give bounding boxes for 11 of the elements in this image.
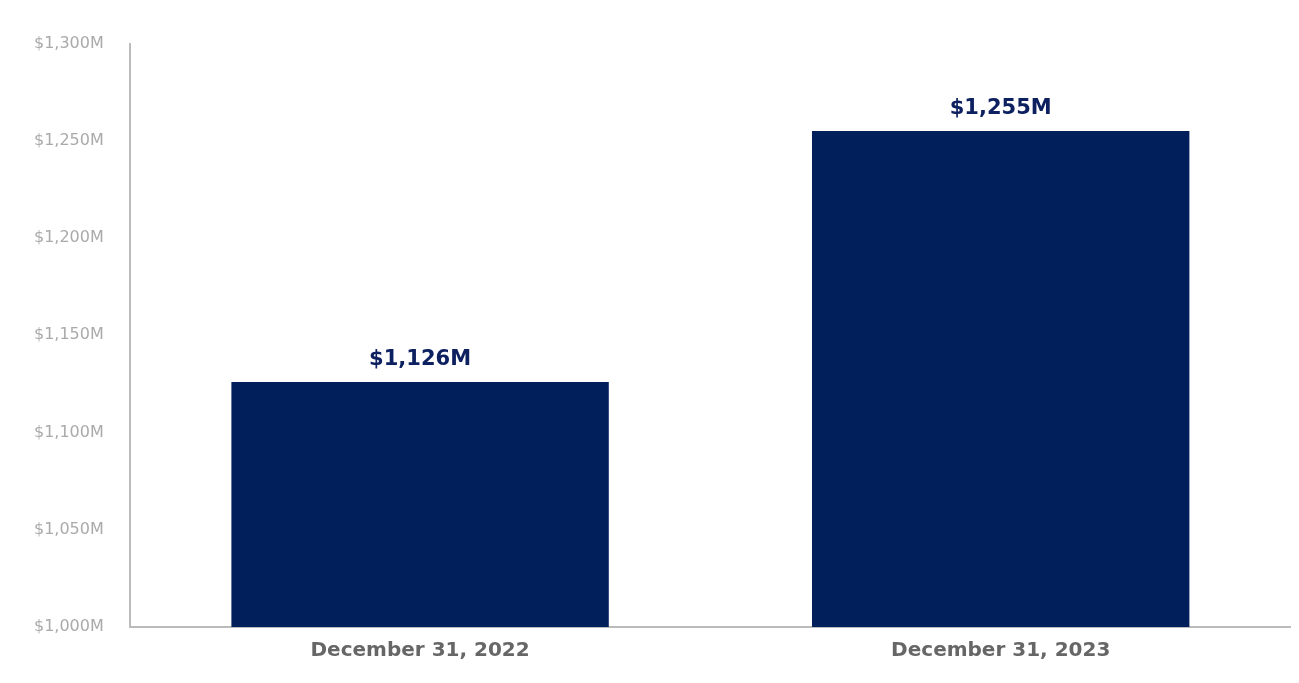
y-tick-label: $1,200M (33, 227, 104, 247)
y-tick-label: $1,000M (33, 616, 104, 636)
y-tick-label: $1,100M (33, 421, 104, 441)
y-tick-label: $1,050M (33, 518, 104, 538)
x-tick-label: December 31, 2022 (310, 637, 530, 662)
data-label: $1,255M (949, 95, 1052, 120)
y-tick-label: $1,150M (33, 324, 104, 344)
y-tick-label: $1,300M (33, 32, 104, 52)
x-tick-label: December 31, 2023 (891, 637, 1111, 662)
y-tick-label: $1,250M (33, 129, 104, 149)
data-label: $1,126M (369, 345, 472, 370)
